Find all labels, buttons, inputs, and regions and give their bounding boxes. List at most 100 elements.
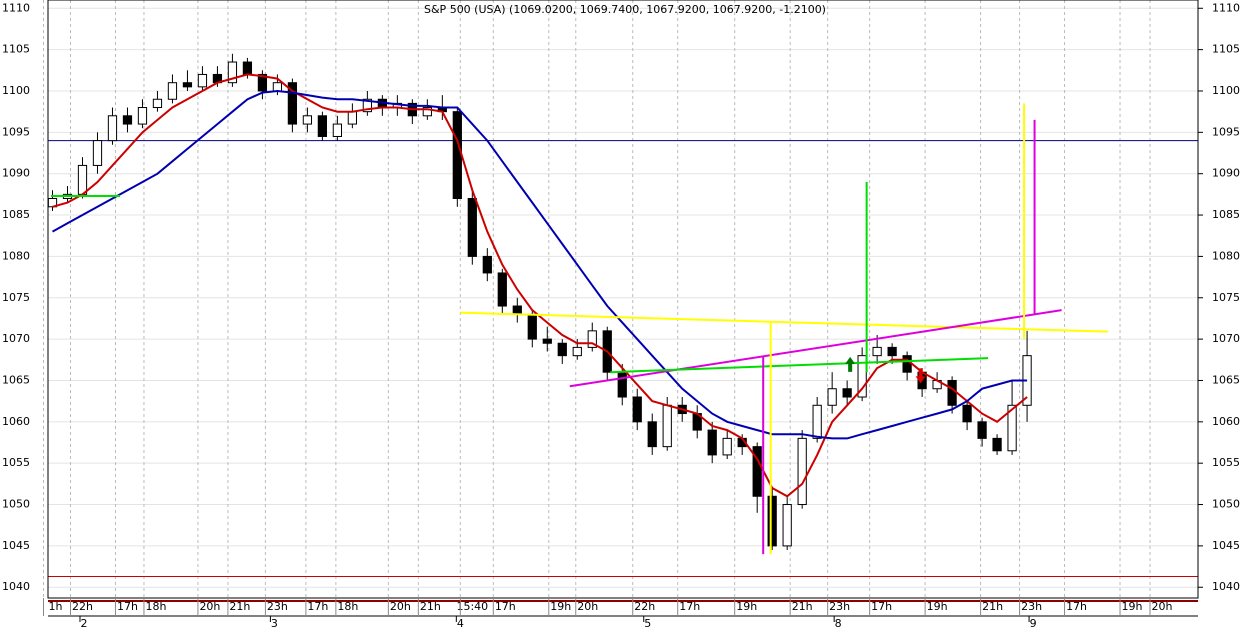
y-tick-label: 1105 <box>1212 43 1240 56</box>
chart-title: S&P 500 (USA) (1069.0200, 1069.7400, 106… <box>424 3 826 16</box>
candle-body <box>707 429 717 456</box>
candle-body <box>572 346 582 357</box>
x-tick-label: 21h <box>792 600 813 613</box>
candle-body <box>962 404 972 423</box>
candle-body <box>632 396 642 423</box>
signal-arrow <box>845 356 856 372</box>
y-tick-label: 1070 <box>1212 332 1240 345</box>
candle-body <box>992 437 1002 452</box>
y-tick-label: 1040 <box>1212 580 1240 593</box>
candle-body <box>182 82 193 88</box>
y-tick-label: 1100 <box>2 84 30 97</box>
candle-body <box>617 371 627 398</box>
x-tick-label: 17h <box>495 600 516 613</box>
y-tick-label: 1065 <box>1212 373 1240 386</box>
moving-average <box>52 73 1028 498</box>
candle-body <box>542 338 552 344</box>
x-tick-label: 19h <box>550 600 571 613</box>
candle-body <box>587 330 597 348</box>
x-tick-label: 20h <box>199 600 220 613</box>
x-tick-label: 20h <box>1152 600 1173 613</box>
candle-body <box>422 107 432 117</box>
y-tick-label: 1080 <box>2 249 30 262</box>
candle-body <box>317 115 328 137</box>
x-tick-label: 21h <box>229 600 250 613</box>
x-tick-label: 1h <box>49 600 63 613</box>
candle-body <box>152 98 163 109</box>
y-tick-label: 1045 <box>1212 539 1240 552</box>
y-tick-label: 1075 <box>2 291 30 304</box>
candle-body <box>347 111 357 125</box>
candle-body <box>767 495 777 547</box>
y-tick-label: 1050 <box>2 498 30 511</box>
y-tick-label: 1045 <box>2 539 30 552</box>
candle-body <box>227 61 238 84</box>
candle-body <box>827 388 837 406</box>
trend-line <box>460 311 1109 333</box>
y-tick-label: 1090 <box>2 167 30 180</box>
x-tick-label: 19h <box>1122 600 1143 613</box>
candle-body <box>467 198 477 257</box>
candle-body <box>797 437 807 506</box>
candle-body <box>842 388 852 398</box>
y-tick-label: 1040 <box>2 580 30 593</box>
x-tick-label: 17h <box>871 600 892 613</box>
y-tick-label: 1110 <box>2 1 30 14</box>
grid <box>42 0 1198 598</box>
candle-body <box>752 446 762 497</box>
y-tick-label: 1055 <box>1212 456 1240 469</box>
day-label: 2 <box>80 617 87 630</box>
plot <box>47 53 1198 577</box>
x-tick-label: 22h <box>72 600 93 613</box>
candle-body <box>137 107 148 125</box>
candle-body <box>857 355 867 398</box>
candle-body <box>812 404 822 439</box>
x-tick-label: 18h <box>145 600 166 613</box>
day-label: 3 <box>271 617 278 630</box>
y-tick-label: 1050 <box>1212 498 1240 511</box>
candle-body <box>197 73 208 88</box>
y-tick-label: 1060 <box>1212 415 1240 428</box>
y-tick-label: 1100 <box>1212 84 1240 97</box>
y-tick-label: 1075 <box>1212 291 1240 304</box>
day-label: 4 <box>457 617 464 630</box>
x-tick-label: 15:40 <box>456 600 488 613</box>
y-tick-label: 1085 <box>1212 208 1240 221</box>
y-tick-label: 1110 <box>1212 1 1240 14</box>
x-tick-label: 21h <box>982 600 1003 613</box>
trend-line <box>610 357 989 374</box>
x-tick-label: 17h <box>307 600 328 613</box>
candle-body <box>242 61 253 75</box>
y-tick-label: 1065 <box>2 373 30 386</box>
y-tick-label: 1105 <box>2 43 30 56</box>
day-label: 8 <box>835 617 842 630</box>
candle-body <box>122 115 133 125</box>
candle-body <box>1007 404 1017 452</box>
candle-body <box>332 123 342 137</box>
y-tick-label: 1060 <box>2 415 30 428</box>
x-tick-label: 19h <box>736 600 757 613</box>
candle-body <box>722 437 732 456</box>
x-tick-label: 18h <box>337 600 358 613</box>
x-tick-label: 17h <box>679 600 700 613</box>
candle-body <box>77 164 88 195</box>
candle-body <box>647 421 657 448</box>
trend-line <box>569 309 1062 388</box>
candle-body <box>482 255 492 274</box>
day-label: 9 <box>1030 617 1037 630</box>
x-tick-label: 19h <box>927 600 948 613</box>
candle-body <box>557 342 567 357</box>
x-tick-label: 22h <box>634 600 655 613</box>
y-tick-label: 1095 <box>1212 125 1240 138</box>
candle-body <box>902 355 912 373</box>
signal-arrow <box>915 368 926 384</box>
candle-body <box>947 379 957 406</box>
day-label: 5 <box>644 617 651 630</box>
candle-body <box>302 115 313 125</box>
x-tick-label: 23h <box>267 600 288 613</box>
y-tick-label: 1070 <box>2 332 30 345</box>
candle-body <box>497 272 507 307</box>
x-tick-label: 20h <box>577 600 598 613</box>
